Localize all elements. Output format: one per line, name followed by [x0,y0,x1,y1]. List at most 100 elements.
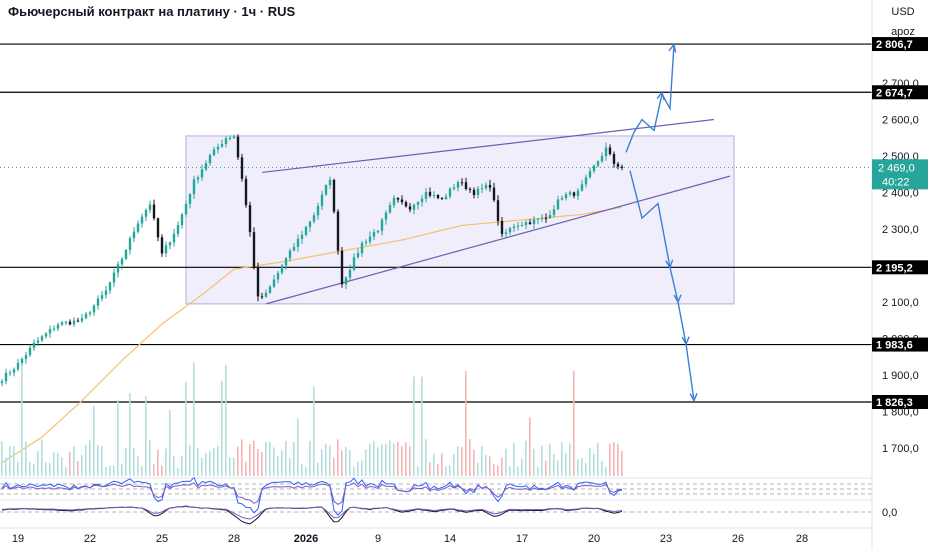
candle-body [376,230,380,233]
candle-body [468,189,472,191]
candle [564,192,568,201]
candle-body [184,203,188,215]
candle-body [572,192,576,196]
candle-body [176,225,180,234]
candle [248,201,252,237]
volume-bar [333,458,335,476]
candle [612,151,616,168]
volume-bar [505,448,507,476]
candle-body [68,321,72,325]
candle [28,344,32,358]
candle-body [16,362,20,370]
candle-body [272,279,276,287]
level-label-0: 2 806,7 [876,39,913,51]
candle-body [220,144,224,147]
volume-bar [197,448,199,476]
level-label-1: 2 674,7 [876,87,913,99]
candle [168,241,172,250]
volume-bar [385,443,387,476]
candle [536,218,540,225]
candle [416,201,420,210]
bearish-arrow-head-2 [673,294,682,304]
volume-bar [341,450,343,476]
time-tick-label: 19 [12,533,24,545]
candle-body [216,146,220,150]
volume-bar [65,467,67,476]
volume-bar [81,455,83,476]
volume-bar [569,443,571,476]
candle-body [64,321,68,323]
candle-body [504,232,508,234]
volume-bar [297,418,299,476]
candle-body [368,236,372,242]
candle [208,153,212,166]
candle-body [584,177,588,185]
volume-bar [257,448,259,476]
volume-bar [277,456,279,476]
volume-bar [193,362,195,476]
candle [548,210,552,220]
candle-body [264,292,268,297]
candle [596,160,600,168]
candle [620,164,624,171]
candle-body [160,237,164,254]
candle [100,290,104,302]
currency-label[interactable]: USD [891,6,915,18]
price-tick-label: 2 600,0 [882,115,919,127]
candle [256,262,260,302]
candle [220,139,224,148]
candle-body [580,184,584,191]
candle-body [44,333,48,337]
candle-body [496,200,500,221]
candle [88,310,92,317]
candle-body [548,215,552,219]
volume-bar [621,451,623,476]
candle [464,177,468,191]
candle [116,261,120,278]
volume-bar [5,457,7,476]
bearish-arrow-head-3 [681,336,690,346]
candle [584,174,588,188]
candle [324,184,328,196]
candle [320,190,324,211]
volume-bar [85,444,87,476]
candle [184,200,188,218]
volume-bar [553,454,555,476]
volume-bar [29,462,31,476]
candle-body [348,269,352,278]
volume-bar [217,446,219,476]
candle [288,248,292,262]
volume-bar [469,439,471,476]
volume-bar [477,462,479,476]
candle-body [300,234,304,239]
candle-body [56,324,60,329]
candle-body [568,192,572,195]
time-tick-label: 17 [516,533,528,545]
candle-body [600,156,604,162]
scale-mode-label[interactable]: apoz [891,26,915,38]
volume-bar [149,440,151,476]
volume-bar [185,382,187,476]
candle-body [120,258,124,265]
candle-body [112,272,116,283]
candle-body [332,179,336,212]
candle [20,357,24,367]
volume-bar [501,457,503,476]
candle [576,188,580,201]
candle-body [192,179,196,195]
volume-bar [537,467,539,476]
candle [588,167,592,179]
candle [268,284,272,294]
candle-body [0,381,4,384]
candle-body [608,147,612,155]
volume-bar [133,447,135,476]
candle [72,317,76,327]
volume-bar [373,440,375,476]
candle [260,292,264,300]
volume-bar [285,441,287,476]
candle-body [304,226,308,235]
candle-body [372,232,376,237]
candle [152,199,156,221]
